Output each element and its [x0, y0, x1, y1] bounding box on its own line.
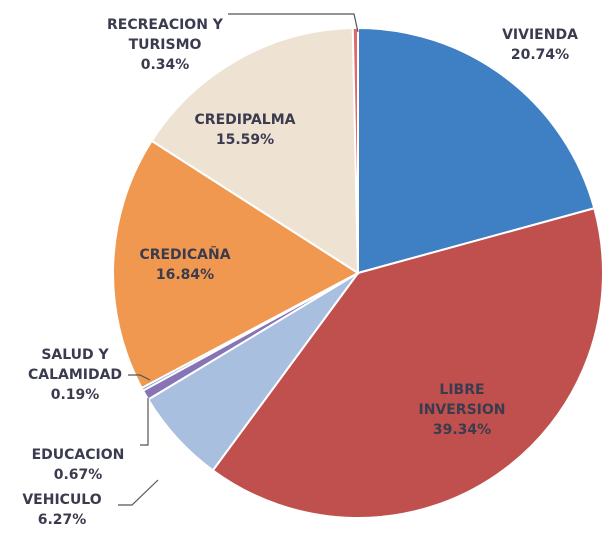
- category-name: LIBRE INVERSION: [418, 382, 506, 418]
- category-name: CREDICAÑA: [139, 247, 231, 263]
- value-label: 0.67%: [53, 467, 103, 483]
- slice-label: VEHICULO 6.27%: [0, 490, 127, 530]
- slice-label: CREDICAÑA 16.84%: [125, 245, 245, 285]
- pie-slice: [112, 139, 360, 390]
- leader-line: [128, 374, 151, 381]
- value-label: 20.74%: [510, 47, 570, 63]
- leader-line: [118, 479, 159, 506]
- category-name: VEHICULO: [22, 492, 102, 508]
- value-label: 6.27%: [37, 512, 87, 528]
- pie-slice: [357, 26, 596, 275]
- slice-label: RECREACION Y TURISMO 0.34%: [105, 15, 225, 75]
- slice-label: EDUCACION 0.67%: [13, 445, 143, 485]
- slice-label: VIVIENDA 20.74%: [480, 25, 600, 65]
- value-label: 0.19%: [50, 387, 100, 403]
- category-name: CREDIPALMA: [194, 112, 296, 128]
- pie-slice: [150, 27, 360, 275]
- value-label: 39.34%: [432, 422, 492, 438]
- leader-line: [228, 13, 359, 33]
- category-name: SALUD Y CALAMIDAD: [27, 347, 123, 383]
- slice-label: SALUD Y CALAMIDAD 0.19%: [15, 345, 135, 405]
- pie-slice: [211, 207, 602, 519]
- category-name: RECREACION Y TURISMO: [107, 17, 223, 53]
- category-name: VIVIENDA: [502, 27, 578, 43]
- value-label: 16.84%: [155, 267, 215, 283]
- category-name: EDUCACION: [31, 447, 125, 463]
- pie-slice: [351, 26, 359, 274]
- slice-label: CREDIPALMA 15.59%: [185, 110, 305, 150]
- slice-label: LIBRE INVERSION 39.34%: [402, 380, 522, 440]
- leader-line: [140, 398, 149, 446]
- value-label: 0.34%: [140, 57, 190, 73]
- value-label: 15.59%: [215, 132, 275, 148]
